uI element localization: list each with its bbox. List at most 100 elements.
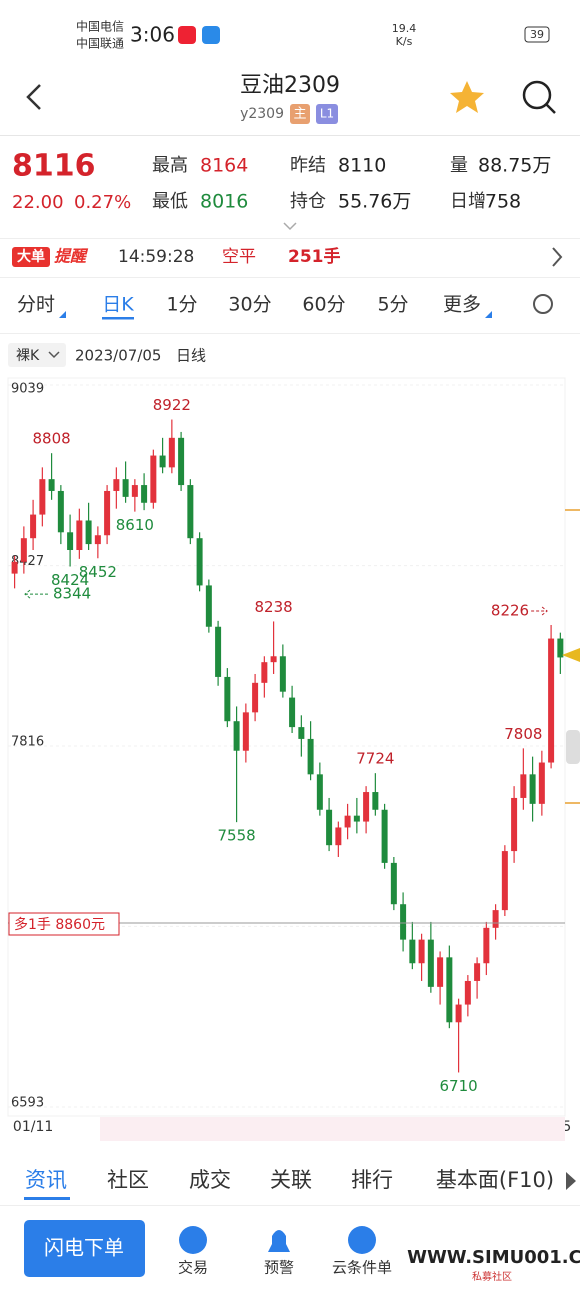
- arrow: [531, 606, 548, 616]
- candle-body: [307, 738, 314, 775]
- tab[interactable]: 分时: [17, 294, 55, 316]
- alert-action: 空平: [222, 247, 256, 267]
- bottom-tab[interactable]: 资讯: [25, 1168, 67, 1192]
- divider: [0, 333, 580, 334]
- carrier: 中国电信: [76, 19, 124, 34]
- field-value: -758: [478, 191, 521, 213]
- candle-body: [289, 697, 296, 728]
- candle-body: [557, 638, 564, 658]
- settings[interactable]: [533, 294, 553, 314]
- low-label: 8452: [79, 563, 117, 581]
- field-label: 最低: [152, 191, 188, 212]
- low-label: 7558: [218, 827, 256, 845]
- date: 2023/07/05: [75, 347, 161, 365]
- bottom-tab[interactable]: 社区: [107, 1168, 149, 1192]
- candle-body: [252, 682, 259, 713]
- search[interactable]: [545, 103, 556, 114]
- y-tick-label: 6593: [11, 1096, 44, 1111]
- code: y2309: [240, 106, 284, 122]
- action[interactable]: 云条件单: [332, 1259, 392, 1277]
- tab[interactable]: 30分: [228, 294, 271, 316]
- bottom-tab[interactable]: 成交: [189, 1168, 231, 1192]
- candle-body: [48, 479, 55, 491]
- candle-body: [483, 927, 490, 964]
- high-label: 8238: [255, 598, 293, 616]
- y-tick-label: 7816: [11, 735, 44, 750]
- badge: [290, 104, 310, 124]
- alert-tag-text: 大单: [17, 248, 45, 265]
- alert-qty: 251手: [288, 246, 341, 267]
- back[interactable]: [26, 84, 41, 110]
- expand[interactable]: [283, 222, 297, 231]
- candle-body: [261, 662, 268, 683]
- candle-body: [427, 939, 434, 987]
- mode: 裸K: [16, 348, 40, 364]
- badge: [316, 104, 338, 124]
- arrow: [24, 589, 48, 599]
- mode-select[interactable]: [8, 343, 66, 367]
- tab[interactable]: 日K: [102, 294, 134, 316]
- candle-body: [196, 538, 203, 586]
- volume-strip: [100, 1117, 565, 1141]
- candle-body: [520, 774, 527, 798]
- y-tick-label: 8427: [11, 554, 44, 569]
- candle-body: [372, 792, 379, 810]
- tab[interactable]: 60分: [302, 294, 345, 316]
- side-handle[interactable]: [566, 730, 580, 764]
- action[interactable]: 交易: [178, 1259, 208, 1277]
- icon: [179, 1226, 207, 1254]
- alert-more[interactable]: [552, 247, 563, 267]
- watermark: WWW.SIMU001.CN: [407, 1247, 580, 1268]
- tab-arrow: [59, 311, 66, 318]
- candle-body: [30, 514, 37, 539]
- scroll: [566, 1172, 576, 1190]
- clock: 3:06: [130, 23, 175, 47]
- candle-body: [279, 656, 286, 692]
- dropdown: [48, 351, 60, 359]
- field-value: 55.76万: [338, 191, 411, 213]
- tab-underline: [24, 1197, 70, 1200]
- divider: [0, 1205, 580, 1206]
- candle-body: [76, 520, 83, 551]
- search[interactable]: [522, 80, 552, 110]
- carrier: 中国联通: [76, 36, 124, 51]
- field-value: 8016: [200, 191, 248, 213]
- candle-body: [409, 939, 416, 964]
- favorite[interactable]: [450, 81, 484, 113]
- bottom-tab[interactable]: 基本面(F10): [436, 1168, 554, 1192]
- candle-body: [150, 455, 157, 503]
- x-tick-label: 01/11: [13, 1119, 53, 1135]
- candle-body: [474, 963, 481, 981]
- icon: [348, 1226, 376, 1254]
- net-speed: 19.4: [392, 22, 417, 35]
- low-label: 8610: [116, 516, 154, 534]
- position-label: 多1手 8860元: [14, 916, 105, 933]
- tab[interactable]: 更多: [443, 294, 481, 316]
- field-label: 昨结: [290, 155, 326, 176]
- period: 日线: [176, 347, 206, 365]
- badge-text: L1: [320, 107, 334, 121]
- high-label: 7724: [356, 750, 394, 768]
- candle-body: [538, 762, 545, 804]
- field-value: 8164: [200, 155, 248, 177]
- change: 22.00: [12, 192, 64, 213]
- candle-body: [242, 712, 249, 751]
- bottom-tab[interactable]: 排行: [351, 1168, 393, 1192]
- candle-body: [224, 676, 231, 722]
- candle-body: [390, 862, 397, 905]
- action[interactable]: 预警: [264, 1259, 294, 1277]
- candle-body: [511, 797, 518, 852]
- candle-body: [298, 727, 305, 739]
- trade-button-text: 闪电下单: [44, 1236, 124, 1260]
- battery: [524, 26, 550, 43]
- y-tick-label: 9039: [11, 382, 44, 397]
- candle-body: [131, 485, 138, 497]
- position-box[interactable]: [8, 912, 120, 936]
- tab[interactable]: 1分: [166, 294, 197, 316]
- badge-text: 主: [293, 107, 306, 122]
- divider: [0, 238, 580, 239]
- bottom-tab[interactable]: 关联: [270, 1168, 312, 1192]
- trade-button[interactable]: [24, 1220, 145, 1277]
- tab[interactable]: 5分: [377, 294, 408, 316]
